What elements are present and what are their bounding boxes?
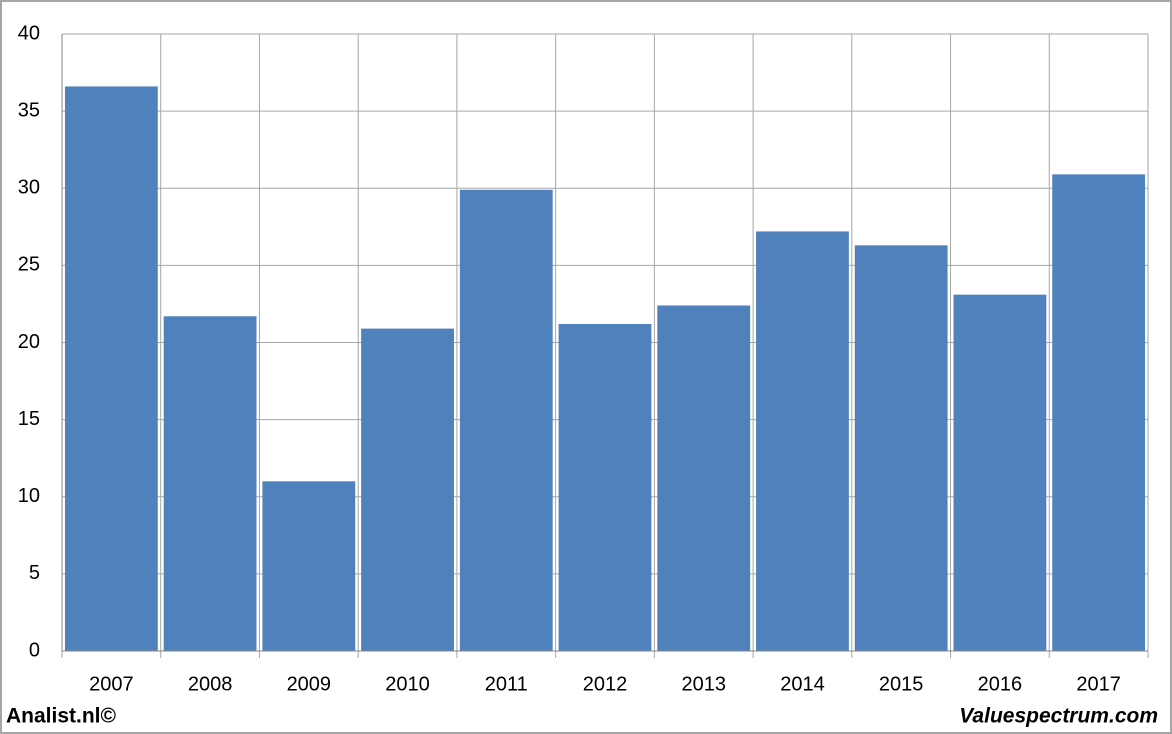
bar <box>657 305 751 651</box>
y-tick-label: 10 <box>18 485 40 507</box>
x-tick-label: 2014 <box>780 673 825 695</box>
y-tick-label: 15 <box>18 408 40 430</box>
y-tick-label: 40 <box>18 22 40 44</box>
bar <box>262 481 356 651</box>
x-tick-label: 2015 <box>879 673 924 695</box>
x-tick-label: 2009 <box>287 673 332 695</box>
bar <box>163 316 257 651</box>
footer-right: Valuespectrum.com <box>959 705 1158 728</box>
y-tick-label: 30 <box>18 177 40 199</box>
x-tick-label: 2008 <box>188 673 233 695</box>
y-tick-label: 35 <box>18 99 40 121</box>
bar <box>64 86 158 651</box>
y-tick-label: 25 <box>18 254 40 276</box>
bar <box>953 294 1047 651</box>
x-tick-label: 2011 <box>485 673 528 695</box>
x-tick-label: 2012 <box>583 673 628 695</box>
x-tick-label: 2013 <box>681 673 726 695</box>
footer-left: Analist.nl© <box>6 705 117 728</box>
bar <box>558 323 652 651</box>
x-tick-label: 2017 <box>1076 673 1121 695</box>
bar <box>756 231 849 651</box>
bar <box>459 189 553 652</box>
x-tick-label: 2016 <box>978 673 1023 695</box>
y-tick-label: 20 <box>18 331 40 353</box>
bar <box>1052 174 1146 651</box>
y-tick-label: 0 <box>29 639 40 661</box>
x-tick-label: 2007 <box>89 673 134 695</box>
y-tick-label: 5 <box>29 562 40 584</box>
x-tick-label: 2010 <box>385 673 430 695</box>
bar <box>361 328 454 651</box>
bar <box>854 245 948 651</box>
